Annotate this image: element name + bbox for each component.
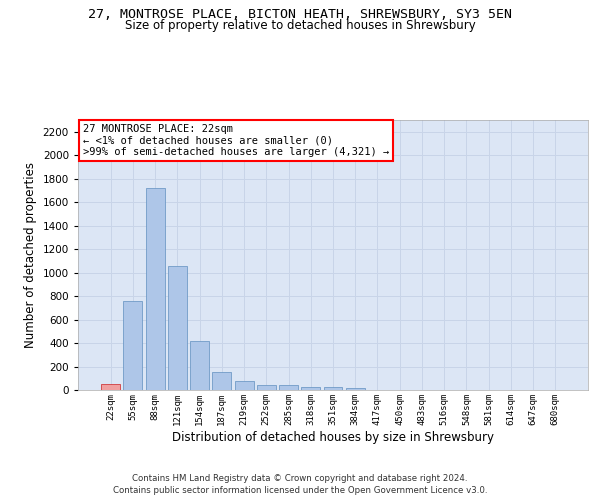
- Text: Size of property relative to detached houses in Shrewsbury: Size of property relative to detached ho…: [125, 18, 475, 32]
- Bar: [146, 188, 164, 390]
- Bar: [190, 340, 209, 390]
- Bar: [257, 384, 276, 390]
- Text: 27 MONTROSE PLACE: 22sqm
← <1% of detached houses are smaller (0)
>99% of semi-d: 27 MONTROSE PLACE: 22sqm ← <1% of detach…: [83, 124, 389, 157]
- Bar: [168, 266, 187, 390]
- Y-axis label: Number of detached properties: Number of detached properties: [24, 162, 37, 348]
- Bar: [212, 372, 231, 390]
- Bar: [346, 388, 365, 390]
- Bar: [279, 386, 298, 390]
- Bar: [301, 387, 320, 390]
- Bar: [323, 388, 343, 390]
- Bar: [124, 301, 142, 390]
- X-axis label: Distribution of detached houses by size in Shrewsbury: Distribution of detached houses by size …: [172, 430, 494, 444]
- Bar: [101, 384, 120, 390]
- Bar: [235, 380, 254, 390]
- Text: 27, MONTROSE PLACE, BICTON HEATH, SHREWSBURY, SY3 5EN: 27, MONTROSE PLACE, BICTON HEATH, SHREWS…: [88, 8, 512, 20]
- Text: Contains HM Land Registry data © Crown copyright and database right 2024.
Contai: Contains HM Land Registry data © Crown c…: [113, 474, 487, 495]
